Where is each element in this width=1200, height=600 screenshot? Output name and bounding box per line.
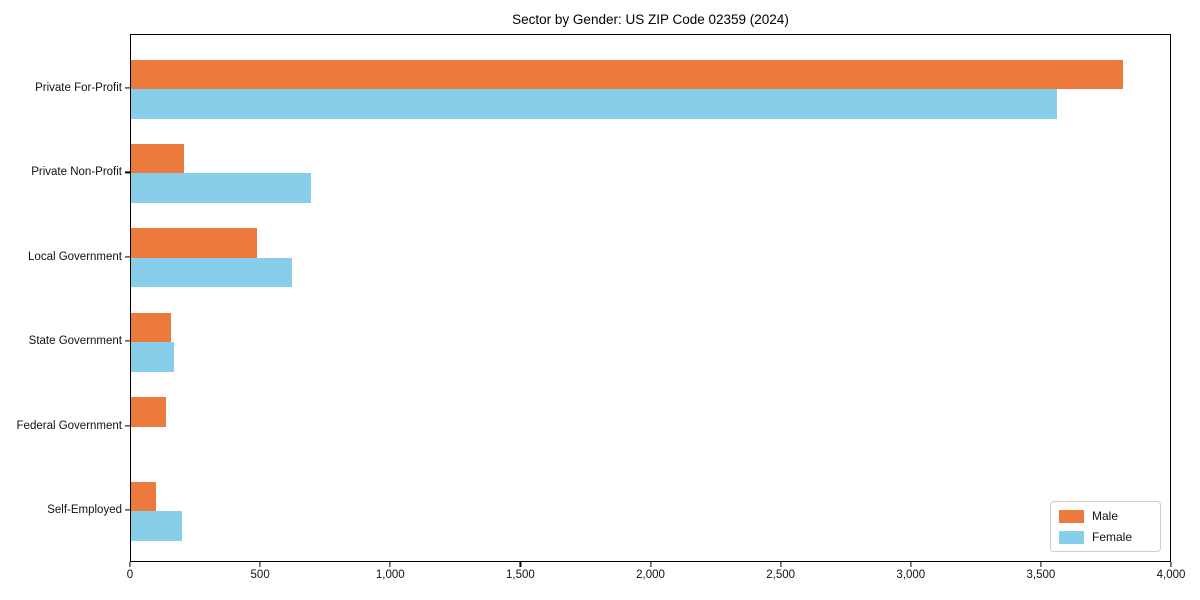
- x-tick-mark: [129, 562, 131, 567]
- x-tick-label: 2,500: [766, 569, 796, 581]
- legend-label-female: Female: [1091, 530, 1132, 544]
- bar-female-bottom: [131, 257, 293, 288]
- legend-entry-male: Male: [1058, 509, 1150, 523]
- bar-male-top: [131, 143, 185, 174]
- y-tick-label: Federal Government: [16, 419, 122, 432]
- bar-male-top: [131, 481, 156, 511]
- plot-area: Male Female: [130, 34, 1171, 562]
- bar-female-bottom: [131, 511, 182, 541]
- x-tick-label: 3,500: [1026, 569, 1056, 581]
- y-tick-mark: [125, 425, 130, 427]
- x-tick-mark: [649, 562, 652, 567]
- bar-female-bottom: [131, 89, 1058, 119]
- x-tick-label: 0: [126, 569, 134, 581]
- y-tick-label: State Government: [28, 335, 122, 348]
- legend-label-male: Male: [1091, 509, 1118, 523]
- y-tick-label: Local Government: [28, 250, 122, 263]
- y-tick-label: Private For-Profit: [35, 82, 122, 94]
- x-tick-mark: [259, 562, 261, 567]
- y-tick-mark: [125, 340, 130, 342]
- bar-female-bottom: [131, 342, 174, 372]
- chart-title: Sector by Gender: US ZIP Code 02359 (202…: [512, 12, 789, 27]
- x-tick-label: 1,000: [375, 569, 405, 581]
- y-tick-label: Self-Employed: [47, 504, 122, 516]
- x-tick-mark: [780, 562, 782, 567]
- x-tick-label: 3,000: [896, 569, 926, 581]
- y-tick-mark: [125, 171, 130, 173]
- bar-male-top: [131, 59, 1123, 89]
- y-tick-mark: [125, 509, 130, 511]
- y-tick-label: Private Non-Profit: [31, 166, 122, 179]
- x-tick-mark: [389, 562, 391, 567]
- x-tick-label: 4,000: [1156, 569, 1186, 581]
- x-tick-label: 500: [250, 569, 270, 581]
- legend: Male Female: [1049, 501, 1161, 552]
- legend-swatch-male: [1058, 509, 1084, 523]
- legend-swatch-female: [1058, 530, 1084, 544]
- bar-male-top: [131, 228, 258, 258]
- x-tick-mark: [1170, 562, 1172, 567]
- bar-female-bottom: [131, 173, 311, 203]
- bar-male-top: [131, 397, 167, 427]
- bar-male-top: [131, 312, 172, 343]
- x-tick-mark: [1040, 562, 1042, 567]
- x-tick-mark: [910, 562, 912, 567]
- x-tick-label: 2,000: [636, 569, 665, 581]
- y-tick-mark: [125, 256, 130, 258]
- x-tick-label: 1,500: [505, 569, 535, 581]
- x-tick-mark: [519, 562, 521, 567]
- y-tick-mark: [125, 87, 130, 89]
- legend-entry-female: Female: [1058, 530, 1150, 544]
